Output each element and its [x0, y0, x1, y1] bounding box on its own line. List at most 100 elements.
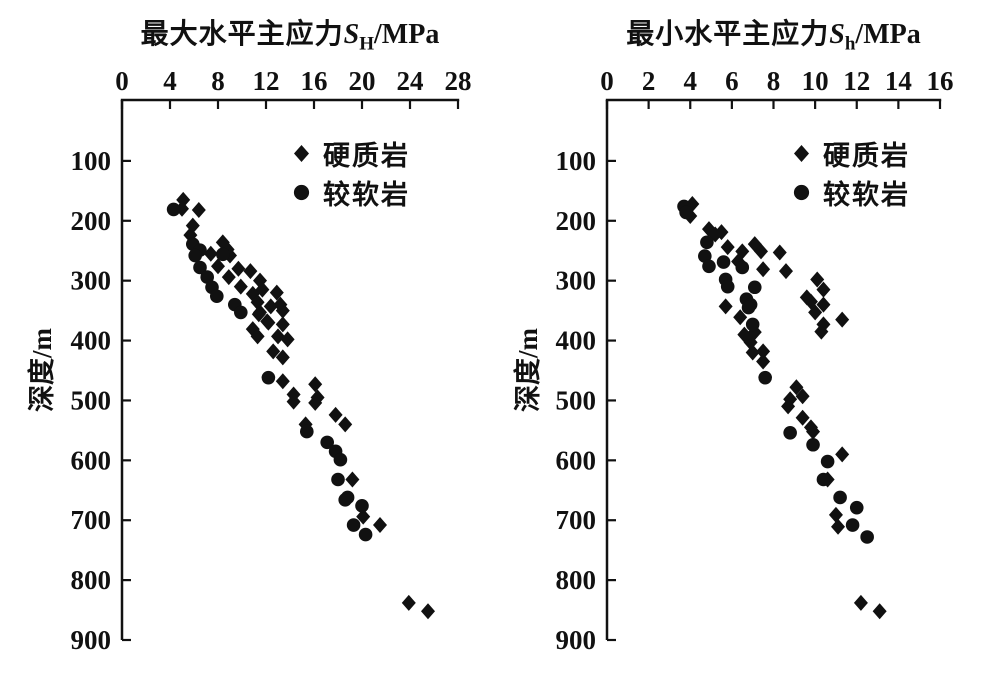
scatter-point-soft-rock	[849, 500, 864, 515]
y-tick-label: 100	[556, 146, 597, 176]
scatter-point-hard-rock	[211, 258, 225, 275]
scatter-point-hard-rock	[233, 278, 248, 295]
scatter-point-soft-rock	[200, 270, 214, 284]
legend-label-hard-rock: 硬质岩	[823, 141, 910, 171]
right-title-symbol: S	[829, 19, 845, 50]
scatter-point-hard-rock	[806, 423, 821, 440]
legend-right: 硬质岩 较软岩	[793, 137, 910, 210]
scatter-point-hard-rock	[835, 311, 850, 328]
scatter-point-hard-rock	[816, 296, 831, 313]
scatter-point-hard-rock	[401, 594, 416, 611]
scatter-point-hard-rock	[269, 284, 284, 301]
scatter-point-hard-rock	[243, 263, 258, 280]
scatter-point-hard-rock	[356, 508, 371, 525]
scatter-point-hard-rock	[781, 398, 796, 415]
left-title-text: 最大水平主应力	[140, 19, 344, 50]
y-tick-label: 700	[71, 505, 112, 535]
circle-marker-icon	[793, 184, 810, 201]
scatter-point-soft-rock	[758, 370, 772, 385]
scatter-point-hard-rock	[338, 416, 353, 433]
legend-item-soft-rock: 较软岩	[793, 176, 910, 210]
x-tick-label: 10	[802, 66, 829, 96]
scatter-point-soft-rock	[702, 259, 716, 274]
x-tick-label: 4	[684, 66, 698, 96]
x-tick-label: 8	[211, 66, 225, 96]
scatter-point-hard-rock	[191, 201, 206, 218]
scatter-point-hard-rock	[275, 316, 290, 333]
scatter-point-soft-rock	[261, 370, 276, 385]
y-tick-label: 300	[556, 266, 597, 296]
legend-item-soft-rock: 较软岩	[293, 176, 410, 210]
right-title-text: 最小水平主应力	[626, 19, 830, 50]
legend-label-hard-rock: 硬质岩	[323, 141, 410, 171]
scatter-point-hard-rock	[745, 344, 760, 361]
scatter-point-hard-rock	[275, 373, 290, 390]
left-title-unit: /MPa	[374, 19, 440, 50]
scatter-point-hard-rock	[733, 309, 748, 326]
y-tick-label: 500	[71, 385, 112, 415]
scatter-point-soft-rock	[720, 279, 735, 294]
x-tick-label: 0	[115, 66, 129, 96]
right-panel-title: 最小水平主应力Sh/MPa	[607, 12, 940, 55]
scatter-point-hard-rock	[345, 471, 360, 488]
y-tick-label: 100	[71, 146, 112, 176]
scatter-point-soft-rock	[698, 249, 712, 263]
scatter-point-hard-rock	[756, 343, 771, 360]
scatter-point-hard-rock	[275, 349, 290, 366]
x-tick-label: 0	[600, 66, 614, 96]
scatter-point-soft-rock	[331, 472, 345, 487]
x-tick-label: 8	[767, 66, 781, 96]
scatter-point-soft-rock	[741, 300, 756, 315]
scatter-point-hard-rock	[795, 409, 810, 426]
x-tick-label: 6	[725, 66, 739, 96]
scatter-point-soft-rock	[338, 493, 353, 507]
scatter-point-hard-rock	[280, 331, 295, 348]
y-tick-label: 400	[556, 326, 597, 356]
scatter-point-soft-rock	[333, 452, 348, 467]
x-tick-label: 12	[843, 66, 870, 96]
x-tick-label: 16	[927, 66, 954, 96]
left-panel-title: 最大水平主应力SH/MPa	[122, 12, 458, 55]
left-title-symbol-subscript: H	[359, 33, 375, 55]
legend-label-soft-rock: 较软岩	[323, 180, 410, 210]
scatter-point-soft-rock	[320, 435, 335, 450]
scatter-point-soft-rock	[679, 205, 693, 220]
scatter-point-soft-rock	[358, 527, 373, 542]
scatter-point-hard-rock	[251, 306, 266, 323]
scatter-point-soft-rock	[845, 518, 860, 532]
scatter-point-soft-rock	[783, 425, 797, 440]
scatter-point-hard-rock	[756, 261, 771, 278]
scatter-point-hard-rock	[275, 302, 290, 319]
scatter-point-soft-rock	[747, 280, 762, 295]
x-tick-label: 16	[301, 66, 328, 96]
left-title-symbol: S	[343, 19, 360, 50]
legend-item-hard-rock: 硬质岩	[793, 137, 910, 171]
scatter-point-hard-rock	[756, 353, 771, 370]
scatter-point-hard-rock	[718, 298, 733, 315]
scatter-point-hard-rock	[789, 379, 804, 396]
scatter-point-soft-rock	[700, 235, 714, 250]
scatter-point-soft-rock	[816, 472, 831, 487]
scatter-point-hard-rock	[266, 343, 281, 360]
depth-axis-label-left: 深度/m	[27, 328, 57, 412]
scatter-point-soft-rock	[355, 499, 369, 513]
scatter-point-hard-rock	[808, 304, 823, 321]
y-tick-label: 300	[71, 266, 112, 296]
scatter-point-soft-rock	[234, 305, 248, 320]
scatter-point-hard-rock	[754, 243, 769, 260]
y-tick-label: 400	[71, 326, 112, 356]
y-tick-label: 800	[556, 565, 597, 595]
depth-axis-label-right: 深度/m	[513, 328, 543, 412]
scatter-point-hard-rock	[810, 271, 825, 288]
scatter-point-soft-rock	[860, 530, 874, 544]
y-tick-label: 200	[71, 206, 112, 236]
scatter-point-hard-rock	[203, 245, 218, 262]
diamond-marker-icon	[794, 145, 809, 162]
diamond-marker-icon	[294, 145, 309, 162]
x-tick-label: 14	[885, 66, 912, 96]
scatter-point-hard-rock	[720, 239, 735, 256]
scatter-point-hard-rock	[231, 260, 246, 277]
x-tick-label: 24	[397, 66, 424, 96]
scatter-point-hard-rock	[286, 393, 301, 410]
